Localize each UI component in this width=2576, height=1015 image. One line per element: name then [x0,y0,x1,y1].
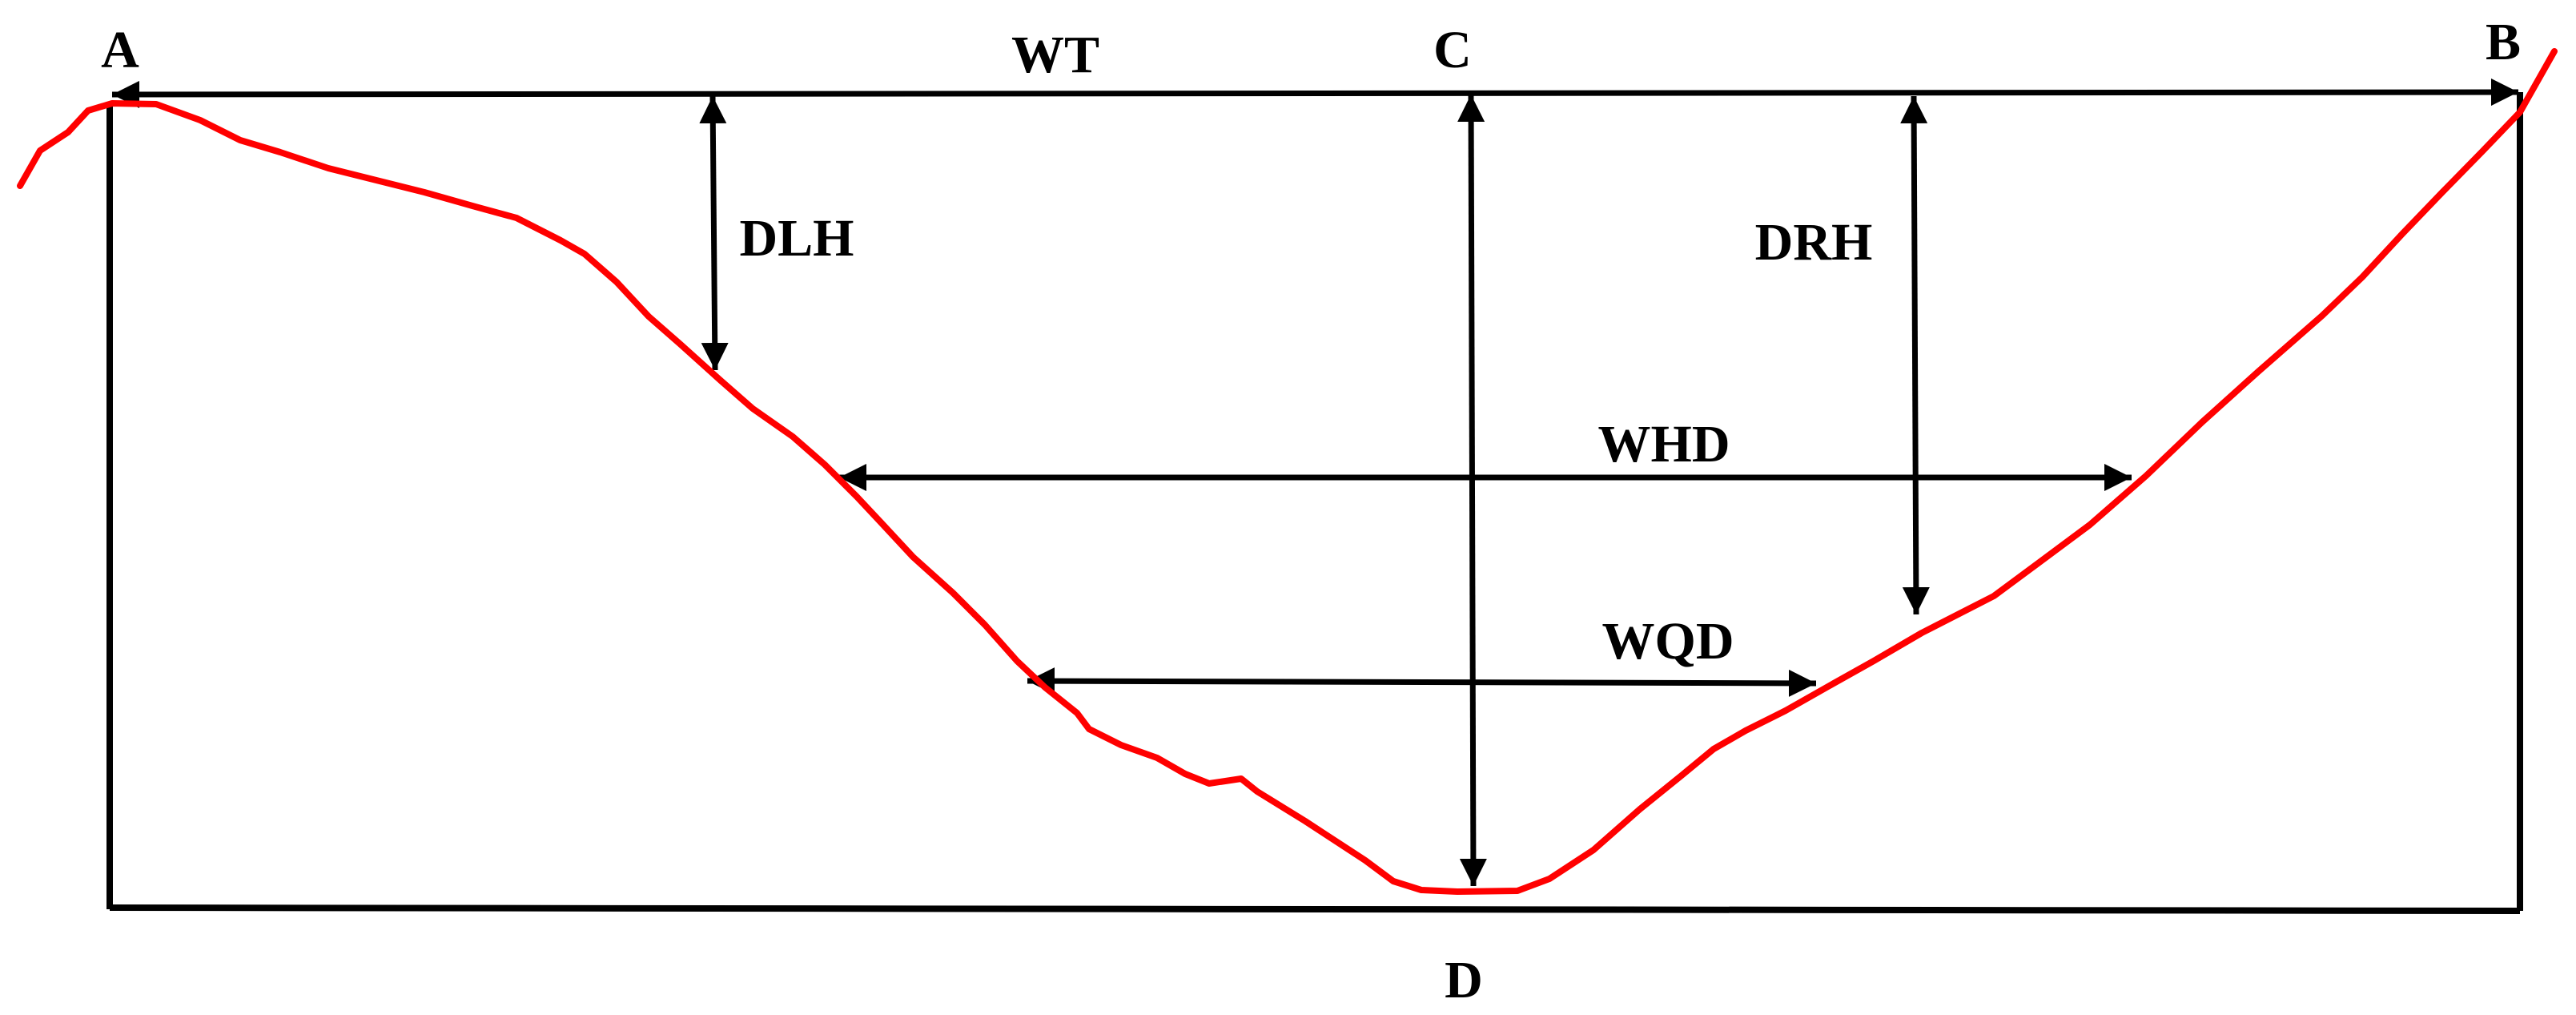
dlh-label: DLH [739,209,854,268]
wt-label: WT [1011,26,1099,84]
frame-bottom-line [109,904,2521,914]
point-b-label: B [2486,13,2521,71]
whd-label: WHD [1598,415,1730,473]
dlh-depth-arrow [699,95,729,371]
cd-depth-arrow [1457,94,1487,887]
point-a-label: A [101,21,139,79]
drh-depth-arrow [1900,95,1930,615]
valley-profile-curve [17,48,2558,895]
wqd-label: WQD [1602,612,1734,671]
wt-width-arrow [111,79,2519,108]
drh-label: DRH [1755,213,1873,272]
point-d-label: D [1445,951,1483,1009]
point-c-label: C [1433,21,1472,79]
wqd-width-arrow [1027,667,1817,697]
